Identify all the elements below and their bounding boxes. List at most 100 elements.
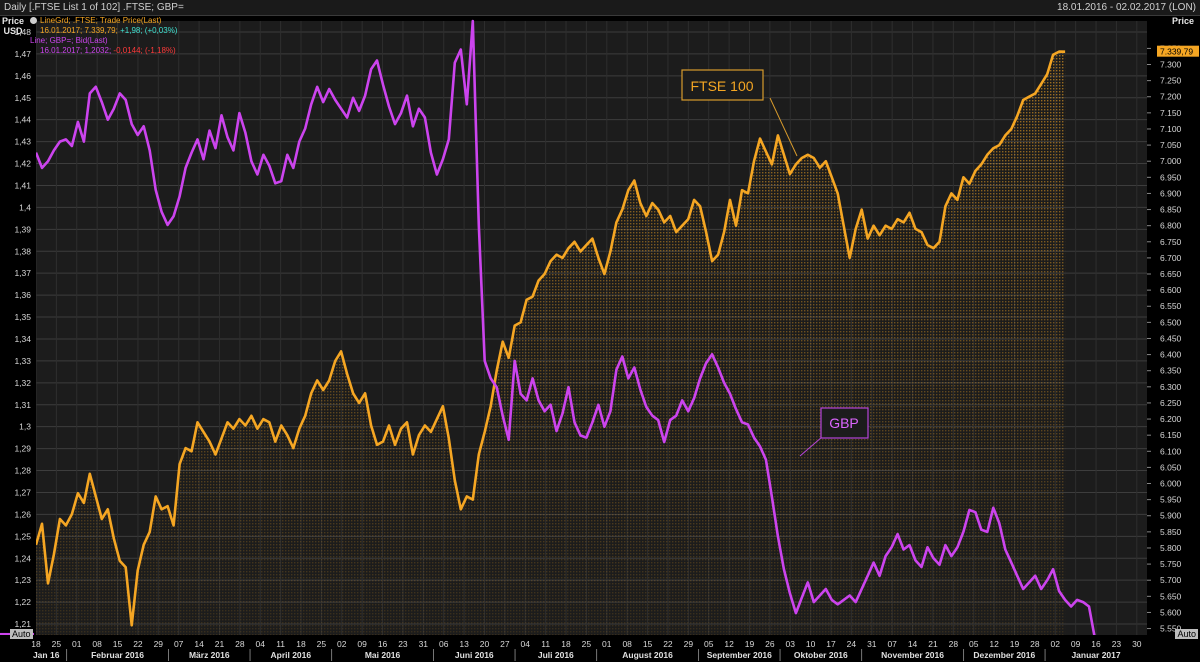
left-tick-label: 1,27 [14,487,31,497]
x-month-label: September 2016 [707,650,772,660]
x-tick-label: 16 [1091,639,1101,649]
right-tick-label: 6.650 [1160,269,1182,279]
right-tick-label: 6.600 [1160,285,1182,295]
right-tick-label: 6.850 [1160,205,1182,215]
window-title-bar: Daily [.FTSE List 1 of 102] .FTSE; GBP= … [0,0,1200,16]
x-tick-label: 06 [439,639,449,649]
ftse-annotation-label: FTSE 100 [690,78,753,94]
ftse-area-layer [36,51,1066,636]
gbp-annotation-pointer [799,436,823,457]
right-tick-label: 7.050 [1160,140,1182,150]
left-tick-label: 1,26 [14,509,31,519]
legend-gbp[interactable]: Line; GBP=; Bid(Last) [30,36,108,45]
right-tick-label: 6.550 [1160,301,1182,311]
date-range: 18.01.2016 - 02.02.2017 (LON) [1057,2,1196,13]
x-month-label: Dezember 2016 [973,650,1035,660]
left-tick-label: 1,44 [14,115,31,125]
right-tick-label: 6.700 [1160,253,1182,263]
x-month-label: April 2016 [270,650,311,660]
left-tick-label: 1,34 [14,334,31,344]
x-tick-label: 18 [31,639,41,649]
x-tick-label: 07 [174,639,184,649]
x-tick-label: 30 [1132,639,1142,649]
x-tick-label: 22 [133,639,143,649]
legend-ftse[interactable]: LineGrd; .FTSE; Trade Price(Last) [30,16,177,26]
gbp-line [34,19,1097,640]
right-tick-label: 6.450 [1160,333,1182,343]
ftse-annotation-box [681,69,764,101]
x-tick-label: 14 [908,639,918,649]
x-month-label: Januar 2017 [1071,650,1120,660]
right-tick-label: 6.800 [1160,221,1182,231]
right-tick-label: 7.200 [1160,92,1182,102]
right-tick-label: 5.950 [1160,495,1182,505]
x-tick-label: 25 [317,639,327,649]
left-tick-label: 1,33 [14,356,31,366]
x-tick-label: 17 [826,639,836,649]
x-tick-label: 13 [459,639,469,649]
right-tick-label: 6.150 [1160,430,1182,440]
right-tick-label: 6.400 [1160,350,1182,360]
left-axis-title: Price USD [2,16,25,36]
x-tick-label: 21 [215,639,225,649]
left-tick-label: 1,25 [14,531,31,541]
left-axis-auto-button[interactable]: Auto [10,629,33,639]
left-tick-label: 1,41 [14,180,31,190]
left-tick-label: 1,4 [19,202,31,212]
right-axis-auto-button[interactable]: Auto [1175,629,1198,639]
legend-gbp-values: 16.01.2017; 1,2032; -0,0144; (-1,18%) [40,46,176,55]
x-tick-label: 14 [194,639,204,649]
x-tick-label: 31 [867,639,877,649]
right-tick-label: 7.300 [1160,60,1182,70]
x-tick-label: 04 [256,639,266,649]
right-tick-label: 7.000 [1160,156,1182,166]
x-month-label: August 2016 [622,650,673,660]
right-tick-label: 5.650 [1160,591,1182,601]
x-tick-label: 12 [724,639,734,649]
right-tick-label: 6.200 [1160,414,1182,424]
x-tick-label: 09 [1071,639,1081,649]
x-tick-label: 02 [1051,639,1061,649]
right-tick-label: 7.100 [1160,124,1182,134]
left-tick-label: 1,35 [14,312,31,322]
x-month-label: November 2016 [881,650,944,660]
x-tick-label: 01 [602,639,612,649]
x-month-label: Juni 2016 [455,650,494,660]
left-tick-label: 1,38 [14,246,31,256]
right-axis-title: Price [1171,16,1194,26]
x-tick-label: 23 [398,639,408,649]
x-tick-label: 18 [296,639,306,649]
x-tick-label: 05 [969,639,979,649]
left-tick-label: 1,24 [14,553,31,563]
x-month-label: Jan 16 [33,650,60,660]
gbp-annotation: GBP [799,407,869,457]
x-tick-label: 21 [928,639,938,649]
x-tick-label: 19 [1010,639,1020,649]
x-tick-label: 25 [582,639,592,649]
right-tick-label: 6.950 [1160,172,1182,182]
x-tick-label: 10 [806,639,816,649]
left-tick-label: 1,31 [14,400,31,410]
left-tick-label: 1,21 [14,619,31,629]
x-tick-label: 09 [357,639,367,649]
x-tick-label: 26 [765,639,775,649]
left-tick-label: 1,37 [14,268,31,278]
chart-area[interactable]: 1,48 1,47 1,46 1,45 1,44 1,43 1,42 1,41 1,4 1,39 1… [0,16,1200,662]
right-tick-label: 6.750 [1160,237,1182,247]
left-tick-label: 1,22 [14,597,31,607]
x-tick-label: 28 [949,639,959,649]
series-toggle-icon[interactable] [30,17,37,25]
x-tick-label: 28 [235,639,245,649]
x-axis: 18 25 01 08 15 22 29 07 14 21 28 04 11 18 25 02 09 16 23 31… [0,635,1200,662]
right-axis: 7.3507.3007.2507.2007.1507.1007.0507.000… [1147,16,1200,662]
left-tick-label: 1,46 [14,71,31,81]
x-month-label: Oktober 2016 [794,650,848,660]
right-tick-label: 6.900 [1160,188,1182,198]
right-tick-label: 5.700 [1160,575,1182,585]
x-tick-label: 23 [1112,639,1122,649]
x-axis-bg [0,635,1200,662]
x-month-label: Juli 2016 [538,650,574,660]
left-tick-label: 1,36 [14,290,31,300]
left-tick-label: 1,32 [14,378,31,388]
right-tick-label: 6.050 [1160,462,1182,472]
